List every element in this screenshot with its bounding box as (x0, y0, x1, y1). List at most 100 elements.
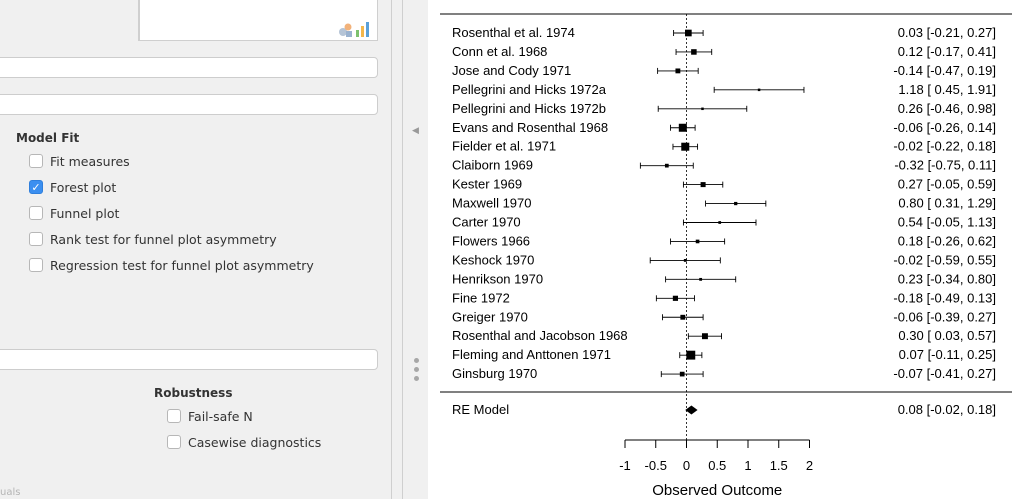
study-value-label: 0.03 [-0.21, 0.27] (898, 25, 996, 40)
study-value-label: -0.14 [-0.47, 0.19] (893, 63, 996, 78)
study-estimate-marker (734, 201, 738, 206)
study-value-label: 0.54 [-0.05, 1.13] (898, 215, 996, 230)
study-name-label: Rosenthal and Jacobson 1968 (452, 328, 628, 343)
splitter-line-left (391, 0, 392, 499)
bar-chart-icon (356, 22, 369, 37)
x-axis-tick-label: 1.5 (770, 458, 788, 473)
model-fit-title: Model Fit (16, 131, 80, 145)
study-estimate-marker (675, 68, 681, 74)
study-name-label: Carter 1970 (452, 215, 521, 230)
fit-measures-label: Fit measures (50, 153, 130, 169)
study-value-label: -0.02 [-0.22, 0.18] (893, 139, 996, 154)
study-estimate-marker (757, 88, 761, 92)
study-name-label: Fleming and Anttonen 1971 (452, 347, 611, 362)
options-input-1[interactable] (0, 57, 378, 78)
analysis-options-panel: Model Fit Fit measures ✓ Forest plot Fun… (0, 0, 390, 499)
casewise-diagnostics-checkbox[interactable] (167, 435, 181, 449)
study-estimate-marker (678, 123, 687, 132)
funnel-plot-option[interactable]: Funnel plot (29, 205, 119, 221)
forest-plot: Rosenthal et al. 1974 0.03 [-0.21, 0.27] C… (430, 0, 1023, 499)
forest-plot-option[interactable]: ✓ Forest plot (29, 179, 116, 195)
study-estimate-marker (718, 221, 722, 224)
rank-test-checkbox[interactable] (29, 232, 43, 246)
study-estimate-marker (672, 295, 679, 301)
chart-type-icons (338, 21, 371, 37)
study-name-label: Claiborn 1969 (452, 158, 533, 173)
study-value-label: 0.07 [-0.11, 0.25] (899, 347, 996, 362)
study-name-label: Kester 1969 (452, 177, 522, 192)
study-value-label: -0.06 [-0.26, 0.14] (893, 120, 996, 135)
options-tab-active[interactable] (139, 0, 378, 41)
study-estimate-marker (695, 239, 700, 244)
study-value-label: 0.18 [-0.26, 0.62] (898, 233, 996, 248)
study-value-label: 0.12 [-0.17, 0.41] (898, 44, 996, 59)
study-estimate-marker (681, 142, 690, 151)
x-axis-tick-label: 0.5 (708, 458, 726, 473)
options-input-2[interactable] (0, 94, 378, 115)
fit-measures-checkbox[interactable] (29, 154, 43, 168)
summary-value-label: 0.08 [-0.02, 0.18] (898, 402, 996, 417)
x-axis-tick-label: 1 (744, 458, 751, 473)
x-axis-tick-label: 0 (683, 458, 690, 473)
shapes-icon (339, 23, 352, 37)
funnel-plot-checkbox[interactable] (29, 206, 43, 220)
study-estimate-marker (683, 258, 687, 262)
study-value-label: -0.06 [-0.39, 0.27] (893, 309, 996, 324)
study-name-label: Maxwell 1970 (452, 196, 532, 211)
casewise-diagnostics-option[interactable]: Casewise diagnostics (167, 434, 321, 450)
grip-dot-icon[interactable] (414, 367, 419, 372)
fit-measures-option[interactable]: Fit measures (29, 153, 130, 169)
study-estimate-marker (685, 29, 692, 37)
grip-dot-icon[interactable] (414, 358, 419, 363)
x-axis-tick-label: 2 (806, 458, 813, 473)
forest-plot-svg: Rosenthal et al. 1974 0.03 [-0.21, 0.27] C… (440, 13, 1012, 499)
study-estimate-marker (679, 371, 685, 377)
study-estimate-marker (701, 107, 704, 111)
study-value-label: -0.02 [-0.59, 0.55] (893, 252, 996, 267)
forest-plot-label: Forest plot (50, 179, 117, 195)
regression-test-checkbox[interactable] (29, 258, 43, 272)
x-axis-tick-label: -1 (619, 458, 631, 473)
grip-dot-icon[interactable] (414, 376, 419, 381)
study-value-label: 1.18 [ 0.45, 1.91] (898, 82, 996, 97)
rank-test-label: Rank test for funnel plot asymmetry (50, 231, 277, 247)
study-name-label: Fielder et al. 1971 (452, 139, 556, 154)
regression-test-label: Regression test for funnel plot asymmetr… (50, 257, 314, 273)
study-value-label: -0.32 [-0.75, 0.11] (894, 158, 996, 173)
fail-safe-n-checkbox[interactable] (167, 409, 181, 423)
study-name-label: Keshock 1970 (452, 252, 534, 267)
collapse-arrow-icon[interactable]: ◀ (412, 126, 419, 136)
study-name-label: Conn et al. 1968 (452, 44, 547, 59)
study-name-label: Fine 1972 (452, 290, 510, 305)
study-name-label: Rosenthal et al. 1974 (452, 25, 575, 40)
study-name-label: Ginsburg 1970 (452, 366, 537, 381)
forest-plot-checkbox[interactable]: ✓ (29, 180, 43, 194)
robustness-title: Robustness (154, 386, 233, 400)
splitter-line-right (402, 0, 403, 499)
funnel-plot-label: Funnel plot (50, 205, 120, 221)
study-name-label: Jose and Cody 1971 (452, 63, 571, 78)
casewise-diagnostics-label: Casewise diagnostics (188, 434, 322, 450)
summary-diamond (685, 405, 698, 415)
study-value-label: 0.30 [ 0.03, 0.57] (898, 328, 996, 343)
study-value-label: -0.07 [-0.41, 0.27] (893, 366, 996, 381)
study-estimate-marker (700, 182, 706, 188)
study-estimate-marker (664, 163, 669, 168)
fail-safe-n-label: Fail-safe N (188, 408, 253, 424)
study-value-label: -0.18 [-0.49, 0.13] (893, 290, 996, 305)
regression-test-option[interactable]: Regression test for funnel plot asymmetr… (29, 257, 314, 273)
rank-test-option[interactable]: Rank test for funnel plot asymmetry (29, 231, 277, 247)
study-name-label: Pellegrini and Hicks 1972b (452, 101, 606, 116)
study-value-label: 0.23 [-0.34, 0.80] (898, 271, 996, 286)
panel-splitter[interactable]: ◀ (390, 0, 428, 499)
options-tabstrip (0, 0, 390, 41)
x-axis-tick-label: -0.5 (645, 458, 667, 473)
options-input-3[interactable] (0, 349, 378, 370)
study-name-label: Flowers 1966 (452, 233, 530, 248)
options-tab[interactable] (0, 0, 139, 41)
fail-safe-n-option[interactable]: Fail-safe N (167, 408, 253, 424)
study-name-label: Pellegrini and Hicks 1972a (452, 82, 607, 97)
checkmark-icon: ✓ (31, 180, 41, 194)
study-estimate-marker (701, 333, 708, 340)
faded-section-label: uals (0, 487, 21, 498)
